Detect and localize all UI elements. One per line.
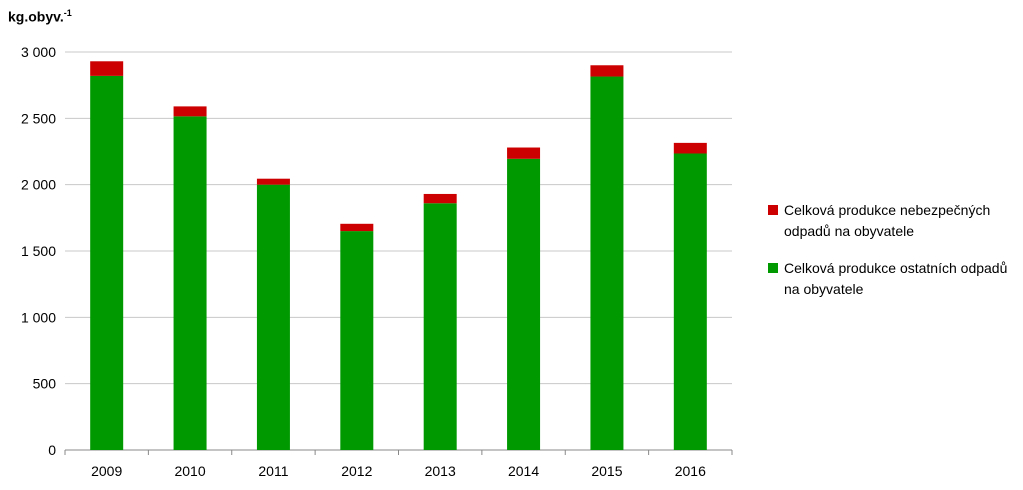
x-tick-label: 2013 [425,463,456,479]
y-tick-label: 0 [48,442,56,458]
y-axis-unit-label: kg.obyv.-1 [8,8,72,25]
y-tick-label: 3 000 [21,44,56,60]
bar-hazardous-waste [507,147,541,159]
x-tick-label: 2016 [675,463,706,479]
legend-swatch-other [768,263,778,273]
bar-other-waste [423,203,457,450]
y-tick-label: 1 000 [21,309,56,325]
x-tick-label: 2009 [91,463,122,479]
legend: Celková produkce nebezpečných odpadů na … [768,200,1018,316]
legend-label-hazardous: Celková produkce nebezpečných odpadů na … [784,202,991,239]
x-tick-label: 2014 [508,463,539,479]
bar-other-waste [173,116,207,451]
legend-item-hazardous: Celková produkce nebezpečných odpadů na … [768,200,1018,242]
bar-other-waste [673,153,707,451]
bar-other-waste [256,184,290,450]
bar-other-waste [340,231,374,450]
bar-hazardous-waste [173,106,207,117]
x-tick-label: 2011 [258,463,288,479]
legend-swatch-hazardous [768,205,778,215]
bar-hazardous-waste [90,61,124,76]
x-tick-label: 2015 [591,463,622,479]
bar-other-waste [590,76,624,450]
bar-hazardous-waste [340,223,374,232]
y-tick-label: 2 000 [21,177,56,193]
legend-item-other: Celková produkce ostatních odpadů na oby… [768,258,1018,300]
y-tick-label: 2 500 [21,110,56,126]
x-tick-label: 2012 [341,463,372,479]
bar-hazardous-waste [590,65,624,77]
x-tick-label: 2010 [174,463,205,479]
bar-hazardous-waste [423,193,457,204]
y-tick-label: 500 [33,376,57,392]
bar-hazardous-waste [673,142,707,154]
y-tick-label: 1 500 [21,243,56,259]
bar-other-waste [507,158,541,450]
legend-label-other: Celková produkce ostatních odpadů na oby… [784,260,1008,297]
bar-hazardous-waste [256,178,290,185]
bar-other-waste [90,75,124,450]
